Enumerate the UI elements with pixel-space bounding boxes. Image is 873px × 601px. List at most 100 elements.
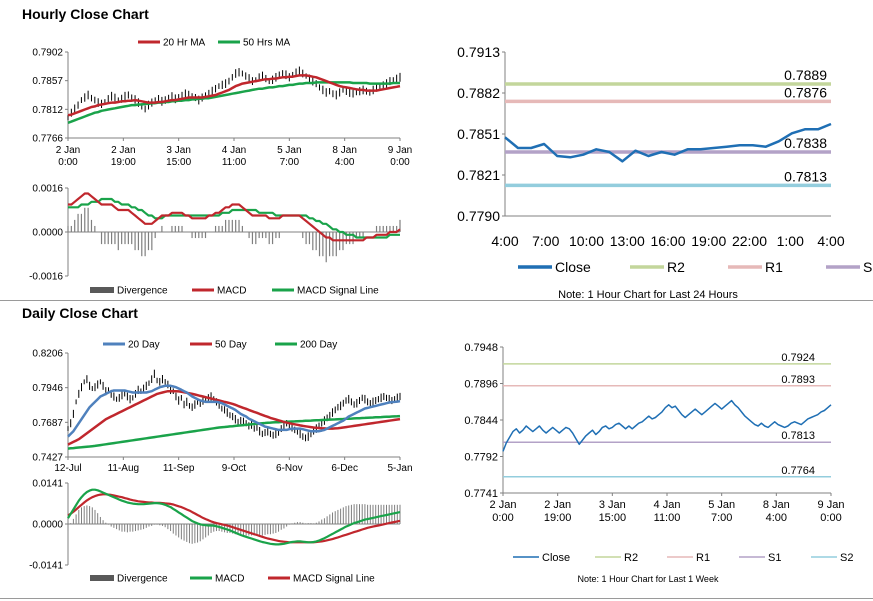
weekly-levels-legend-r1-label: R1 (696, 552, 710, 564)
hourly-price-xtick-label: 15:00 (166, 157, 191, 168)
hourly-price-xtick-label: 5 Jan (277, 145, 301, 156)
weekly-level-s1-label: 0.7813 (781, 430, 815, 442)
hourly-price-xtick-label: 11:00 (222, 157, 247, 168)
weekly-levels-xtick-label: 19:00 (544, 512, 572, 524)
hourly-level-r2-label: 0.7889 (784, 67, 827, 83)
hourly-levels-xtick-label: 13:00 (610, 233, 645, 249)
daily-20day-line (67, 384, 401, 438)
weekly-levels-ytick-label: 0.7844 (464, 415, 498, 427)
daily-price-xtick-label: 6-Nov (276, 463, 303, 474)
hourly-levels-ytick-label: 0.7851 (457, 126, 500, 142)
weekly-levels-xtick-label: 9 Jan (818, 499, 845, 511)
daily-200day-line (67, 414, 401, 450)
weekly-levels-xtick-label: 2 Jan (544, 499, 571, 511)
hourly-price-xtick-label: 9 Jan (388, 145, 412, 156)
bottom-divider (0, 598, 873, 599)
daily-section-title: Daily Close Chart (22, 305, 138, 321)
weekly-levels-ytick-label: 0.7792 (464, 451, 498, 463)
weekly-levels-xtick-label: 7:00 (711, 512, 732, 524)
hourly-macd-line (68, 192, 401, 242)
daily-price-xtick-label: 6-Dec (331, 463, 358, 474)
hourly-price-ytick-label: 0.7766 (32, 134, 63, 145)
hourly-levels-xtick-label: 7:00 (532, 233, 559, 249)
weekly-levels-legend-close-label: Close (542, 552, 570, 564)
hourly-close-line (504, 122, 832, 163)
daily-macd-signal-line (67, 493, 401, 544)
weekly-levels-xtick-label: 2 Jan (490, 499, 517, 511)
hourly-macd-signal-line (68, 197, 400, 239)
daily-legend-signal-label: MACD Signal Line (293, 574, 375, 585)
hourly-price-ytick-label: 0.7812 (32, 105, 63, 116)
hourly-legend-ma20-label: 20 Hr MA (163, 38, 206, 49)
hourly-macd-ytick-label: -0.0016 (29, 272, 63, 283)
hourly-price-xtick-label: 7:00 (280, 157, 300, 168)
hourly-levels-ytick-label: 0.7821 (457, 167, 500, 183)
weekly-levels-xtick-label: 8 Jan (763, 499, 790, 511)
hourly-price-xtick-label: 0:00 (390, 157, 410, 168)
hourly-price-xtick-label: 8 Jan (332, 145, 356, 156)
daily-price-ytick-label: 0.8206 (32, 349, 63, 360)
daily-price-ytick-label: 0.7687 (32, 418, 63, 429)
daily-price-xtick-label: 9-Oct (222, 463, 247, 474)
hourly-price-xtick-label: 4 Jan (222, 145, 246, 156)
hourly-levels-ytick-label: 0.7882 (457, 85, 500, 101)
daily-legend-divergence-label: Divergence (117, 574, 168, 585)
daily-price-ytick-label: 0.7427 (32, 453, 63, 464)
hourly-price-xtick-label: 4:00 (335, 157, 355, 168)
weekly-levels-xtick-label: 5 Jan (708, 499, 735, 511)
weekly-levels-xtick-label: 0:00 (492, 512, 513, 524)
hourly-price-xtick-label: 2 Jan (111, 145, 135, 156)
hourly-price-xtick-label: 3 Jan (166, 145, 190, 156)
daily-macd-line (67, 488, 401, 546)
hourly-price-ytick-label: 0.7857 (32, 76, 63, 87)
hourly-legend-macd-label: MACD (217, 286, 246, 297)
daily-price-xtick-label: 11-Sep (163, 463, 195, 474)
daily-macd-ytick-label: 0.0000 (32, 520, 63, 531)
hourly-levels-legend-s1-label: S1 (863, 259, 873, 275)
hourly-macd-ytick-label: 0.0000 (32, 228, 63, 239)
hourly-legend-divergence-swatch (90, 287, 114, 293)
hourly-levels-note: Note: 1 Hour Chart for Last 24 Hours (558, 289, 738, 301)
weekly-levels-xtick-label: 0:00 (820, 512, 841, 524)
hourly-level-s2-label: 0.7813 (784, 168, 827, 184)
weekly-levels-ytick-label: 0.7948 (464, 342, 498, 354)
weekly-levels-xtick-label: 15:00 (599, 512, 627, 524)
hourly-levels-legend-r1-label: R1 (765, 259, 783, 275)
daily-legend-20day-label: 20 Day (128, 340, 160, 351)
weekly-level-s2-label: 0.7764 (781, 465, 815, 477)
weekly-levels-xtick-label: 11:00 (654, 512, 681, 524)
hourly-price-xtick-label: 2 Jan (56, 145, 80, 156)
hourly-levels-ytick-label: 0.7790 (457, 208, 500, 224)
hourly-ma50-line (67, 81, 400, 124)
hourly-levels-xtick-label: 16:00 (650, 233, 685, 249)
daily-50day-line (67, 389, 401, 446)
weekly-levels-ytick-label: 0.7896 (464, 378, 498, 390)
hourly-levels-xtick-label: 10:00 (569, 233, 604, 249)
hourly-levels-xtick-label: 1:00 (777, 233, 804, 249)
hourly-price-ytick-label: 0.7902 (32, 48, 63, 59)
weekly-levels-xtick-label: 3 Jan (599, 499, 626, 511)
daily-price-xtick-label: 12-Jul (54, 463, 81, 474)
weekly-levels-legend-s2-label: S2 (840, 552, 853, 564)
weekly-level-r1-label: 0.7893 (781, 374, 815, 386)
hourly-legend-divergence-label: Divergence (117, 286, 168, 297)
hourly-section-title: Hourly Close Chart (22, 6, 149, 22)
hourly-level-r1-label: 0.7876 (784, 84, 827, 100)
daily-macd-ytick-label: -0.0141 (29, 561, 63, 572)
hourly-price-xtick-label: 19:00 (111, 157, 136, 168)
daily-price-ytick-label: 0.7946 (32, 383, 63, 394)
hourly-legend-ma50-label: 50 Hrs MA (243, 38, 291, 49)
hourly-levels-ytick-label: 0.7913 (457, 44, 500, 60)
hourly-levels-xtick-label: 22:00 (732, 233, 767, 249)
weekly-level-r2-label: 0.7924 (781, 352, 815, 364)
hourly-macd-ytick-label: 0.0016 (32, 184, 63, 195)
daily-legend-200day-label: 200 Day (300, 340, 337, 351)
hourly-legend-signal-label: MACD Signal Line (297, 286, 379, 297)
weekly-levels-legend-r2-label: R2 (624, 552, 638, 564)
daily-macd-ytick-label: 0.0141 (32, 479, 63, 490)
hourly-level-s1-label: 0.7838 (784, 135, 827, 151)
hourly-levels-xtick-label: 4:00 (817, 233, 844, 249)
weekly-levels-ytick-label: 0.7741 (464, 488, 498, 500)
weekly-levels-xtick-label: 4 Jan (654, 499, 681, 511)
